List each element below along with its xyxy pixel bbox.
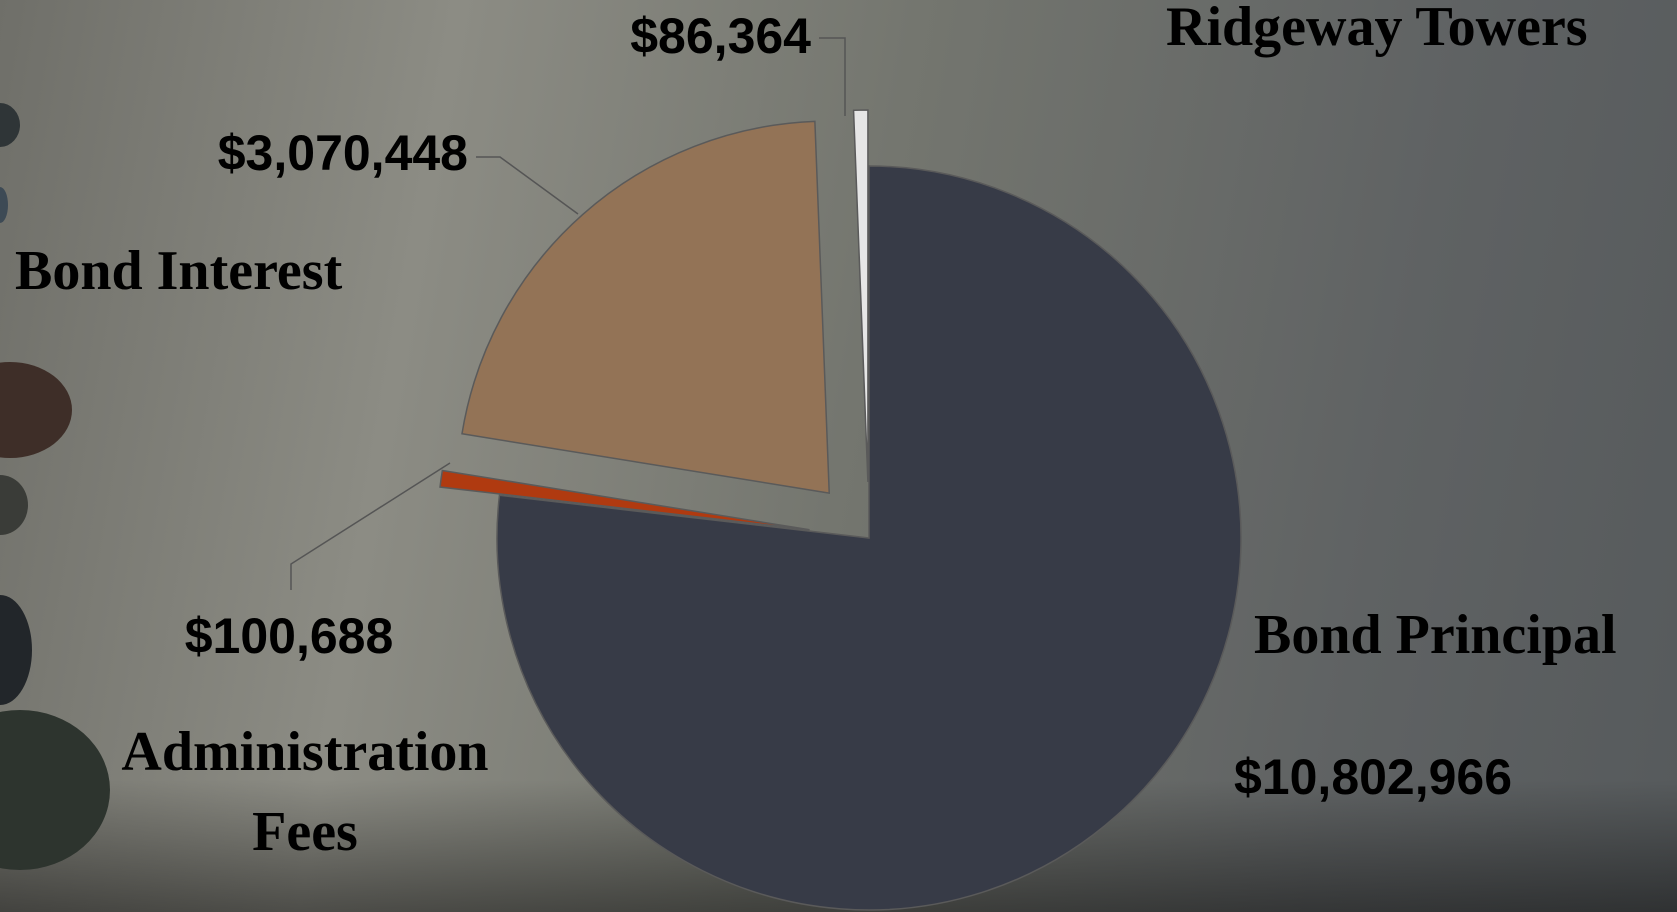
value-label: $100,688 <box>185 608 394 664</box>
leader-line <box>476 157 578 214</box>
stone <box>0 595 32 705</box>
leader-line <box>819 38 845 116</box>
category-label: Administration Fees <box>95 712 515 872</box>
leader-line <box>291 463 450 590</box>
stone <box>0 475 28 535</box>
stone <box>0 187 8 223</box>
value-label: $86,364 <box>630 8 811 64</box>
category-label: Bond Interest <box>15 240 343 302</box>
page: Bond Principal $10,802,966 $100,688 Bond In… <box>0 0 1677 912</box>
pie-slice <box>854 110 868 482</box>
stone <box>0 362 72 458</box>
category-label: Ridgeway Towers <box>1166 0 1588 58</box>
stone <box>0 103 20 147</box>
value-label: $3,070,448 <box>218 125 468 181</box>
pie-slice <box>462 121 829 493</box>
value-label: $10,802,966 <box>1234 749 1512 805</box>
category-label: Bond Principal <box>1254 604 1617 666</box>
